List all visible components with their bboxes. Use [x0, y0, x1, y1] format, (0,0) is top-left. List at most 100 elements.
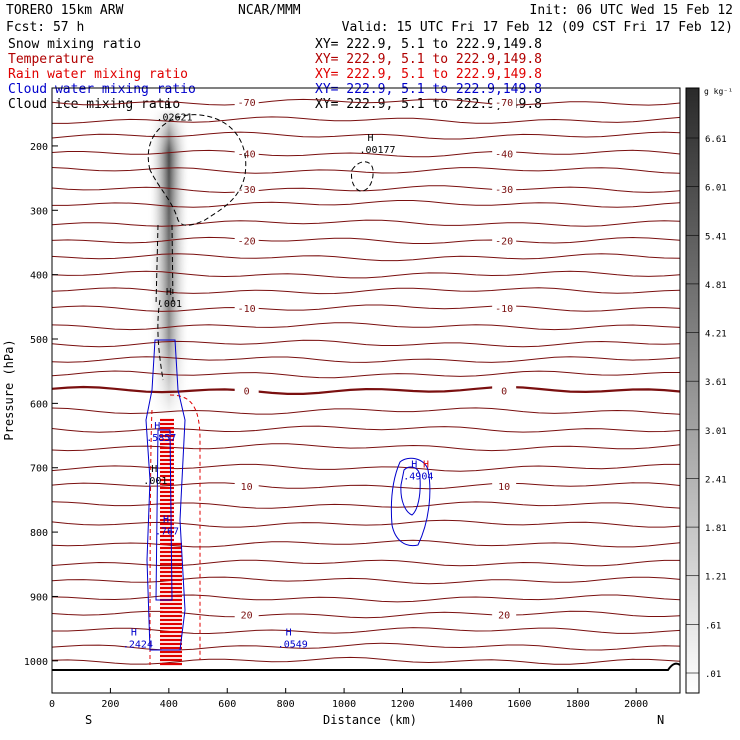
isotherm-label-bg: [492, 183, 517, 196]
maximum-h-marker: H: [411, 460, 417, 471]
colorbar-unit: g kg⁻¹: [704, 87, 733, 96]
ice-contour-upper: [147, 114, 247, 226]
maximum-value-label: .001: [143, 476, 167, 487]
x-tick-label: 1800: [566, 699, 590, 710]
isotherm-label-bg: [234, 384, 259, 397]
colorbar-tick-label: 2.41: [705, 475, 727, 485]
isotherm-label-bg: [234, 479, 259, 492]
isotherm-label-bg: [234, 608, 259, 621]
isotherm-label: 20: [498, 610, 510, 621]
colorbar-tick-label: .61: [705, 621, 721, 631]
legend-cloud-water-label: Cloud water mixing ratio: [8, 82, 196, 97]
isotherm-line: [51, 322, 681, 331]
y-tick-label: 300: [30, 206, 48, 217]
y-tick-label: 500: [30, 335, 48, 346]
maximum-value-label: .5857: [146, 433, 176, 444]
x-tick-label: 800: [277, 699, 295, 710]
isotherm-label-bg: [234, 302, 259, 315]
temperature-isotherms: -70 -70 -40 -40 -30 -30 -20 -20 -10 -10 0 0 10 10 20 20: [51, 96, 681, 665]
isotherm-line: [51, 185, 681, 194]
cloud-water-inner: [155, 429, 173, 601]
isotherm-line: [51, 149, 681, 158]
colorbar: g kg⁻¹ 6.61 6.01 5.41 4.81 4.21 3.61 3.01 2.41 1…: [685, 87, 733, 694]
legend-cloud-ice-xy: XY= 222.9, 5.1 to 222.9,149.8: [315, 97, 542, 112]
isotherm-label-bg: [492, 96, 517, 109]
isotherm-line: [51, 594, 681, 603]
valid-time: Valid: 15 UTC Fri 17 Feb 12 (09 CST Fri …: [342, 20, 733, 35]
isotherm-label-bg: [492, 384, 517, 397]
x-tick-label: 1200: [390, 699, 414, 710]
init-time: Init: 06 UTC Wed 15 Feb 12: [530, 3, 734, 18]
colorbar-tick-label: 6.01: [705, 184, 727, 194]
maximum-h-marker: H: [151, 464, 157, 475]
isotherm-label-bg: [492, 147, 517, 160]
isotherm-line: [51, 539, 681, 548]
maximum-h-marker: H: [131, 628, 137, 639]
model-title: TORERO 15km ARW: [6, 3, 124, 18]
x-tick-label: 600: [218, 699, 236, 710]
colorbar-tick-label: .01: [705, 670, 721, 680]
isotherm-line: [51, 482, 681, 490]
isotherm-label: 10: [241, 482, 253, 493]
isotherm-label-bg: [492, 302, 517, 315]
isotherm-line: [51, 576, 681, 585]
x-tick-label: 1400: [449, 699, 473, 710]
x-axis-label: Distance (km): [323, 713, 417, 727]
isotherm-line: [51, 236, 681, 244]
maximum-value-label: .2424: [123, 640, 153, 651]
isotherm-line: [51, 443, 681, 452]
cloud-ice-contours: [147, 114, 374, 381]
x-tick-label: 1000: [332, 699, 356, 710]
isotherm-label: -20: [238, 237, 256, 248]
ground-surface: [52, 662, 681, 671]
isotherm-line: [51, 304, 681, 312]
forecast-hour: Fcst: 57 h: [6, 20, 84, 35]
isotherm-line: [51, 610, 681, 619]
isotherm-line: [51, 425, 681, 433]
colorbar-tick-label: 4.81: [705, 281, 727, 291]
maximum-value-label: .00177: [359, 145, 395, 156]
isotherm-line: [51, 167, 681, 174]
isotherm-label: 20: [241, 610, 253, 621]
cloud-water-column: [145, 339, 186, 651]
isotherm-line: [51, 287, 681, 295]
colorbar-tick-label: 1.81: [705, 524, 727, 534]
y-axis-label: Pressure (hPa): [2, 339, 16, 440]
colorbar-ticks: 6.61 6.01 5.41 4.81 4.21 3.61 3.01 2.41 1.81 1.21…: [686, 135, 727, 680]
cloud-water-east: [390, 457, 431, 547]
isotherm-line: [51, 501, 681, 509]
y-tick-label: 1000: [24, 657, 48, 668]
isotherm-label: -10: [495, 304, 513, 315]
isotherm-label: -70: [495, 98, 513, 109]
cloud-water-east-inner: [400, 466, 421, 516]
isotherm-label: -40: [238, 150, 256, 161]
isotherm-line: [52, 200, 681, 208]
legend-rain-label: Rain water mixing ratio: [8, 67, 188, 82]
isotherm-line: [52, 627, 681, 635]
y-tick-label: 400: [30, 271, 48, 282]
isotherm-line: [51, 270, 681, 279]
isotherm-label: 0: [244, 387, 250, 398]
isotherm-line: [51, 253, 681, 262]
y-tick-label: 700: [30, 464, 48, 475]
isotherm-label: 0: [501, 387, 507, 398]
isotherm-line: [52, 116, 681, 124]
center-name: NCAR/MMM: [238, 3, 301, 18]
maximum-h-marker: H: [286, 628, 292, 639]
ice-contour-small: [351, 161, 374, 192]
isotherm-line: [51, 219, 681, 227]
isotherm-line: [51, 656, 681, 665]
colorbar-tick-label: 3.61: [705, 378, 727, 388]
y-tick-label: 900: [30, 592, 48, 603]
y-tick-label: 600: [30, 399, 48, 410]
maximum-h-marker: H: [367, 133, 373, 144]
legend-rain-xy: XY= 222.9, 5.1 to 222.9,149.8: [315, 67, 542, 82]
isotherm-label-bg: [234, 96, 259, 109]
legend-temperature-label: Temperature: [8, 52, 94, 67]
legend-snow-label: Snow mixing ratio: [8, 37, 141, 52]
y-axis: 200 300 400 500 600 700 800 900 1000: [24, 142, 58, 668]
x-tick-label: 400: [160, 699, 178, 710]
cloud-water-contours: [145, 339, 431, 651]
maximum-value-label: .4904: [403, 472, 433, 483]
